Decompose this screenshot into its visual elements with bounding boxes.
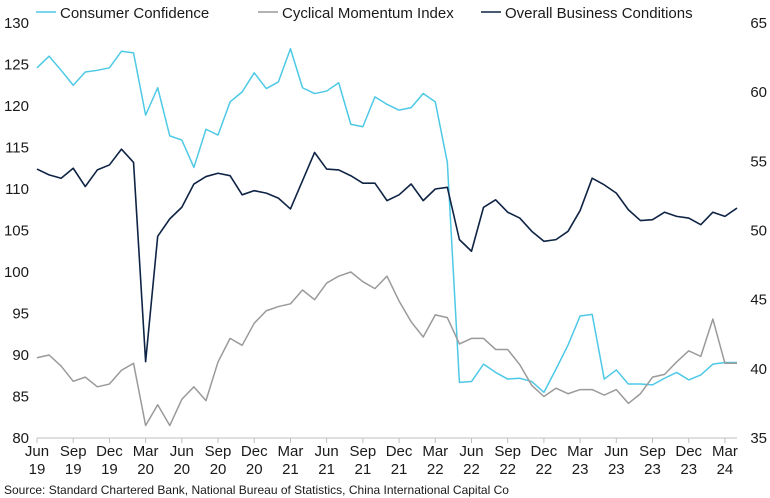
chart-legend: Consumer Confidence Cyclical Momentum Ind… <box>36 5 693 22</box>
x-tick-month: Mar <box>278 443 304 460</box>
x-tick-year: 19 <box>101 461 118 478</box>
x-tick-year: 23 <box>572 461 589 478</box>
x-tick-month: Mar <box>567 443 593 460</box>
right-y-axis: 35 40 45 50 55 60 65 <box>750 15 767 447</box>
x-tick-month: Jun <box>170 443 194 460</box>
x-tick-year: 22 <box>463 461 480 478</box>
left-y-tick-label: 120 <box>4 98 29 115</box>
x-tick-year: 23 <box>608 461 625 478</box>
x-tick-year: 22 <box>536 461 553 478</box>
x-tick-month: Dec <box>241 443 268 460</box>
x-tick-month: Sep <box>350 443 377 460</box>
x-tick-year: 21 <box>318 461 335 478</box>
right-y-tick-label: 35 <box>750 430 767 447</box>
legend-label-consumer-confidence: Consumer Confidence <box>60 5 209 22</box>
x-tick-month: Jun <box>25 443 49 460</box>
left-y-tick-label: 105 <box>4 223 29 240</box>
x-tick-month: Dec <box>386 443 413 460</box>
right-y-tick-label: 50 <box>750 223 767 240</box>
x-tick-month: Mar <box>712 443 738 460</box>
x-tick-year: 21 <box>282 461 299 478</box>
legend-label-overall-business-conditions: Overall Business Conditions <box>505 5 693 22</box>
x-tick-year: 19 <box>29 461 46 478</box>
left-y-tick-label: 95 <box>12 306 29 323</box>
right-y-tick-label: 40 <box>750 361 767 378</box>
x-tick-month: Jun <box>315 443 339 460</box>
x-tick-month: Dec <box>531 443 558 460</box>
series-layer <box>36 47 738 427</box>
left-y-tick-label: 115 <box>5 140 29 157</box>
left-y-axis: 80 85 90 95 100 105 110 115 120 125 130 <box>4 15 29 447</box>
left-y-tick-label: 100 <box>4 264 29 281</box>
left-y-tick-label: 85 <box>12 389 29 406</box>
x-tick-month: Mar <box>422 443 448 460</box>
x-tick-month: Sep <box>205 443 232 460</box>
x-tick-year: 20 <box>246 461 263 478</box>
x-tick-year: 20 <box>173 461 190 478</box>
source-note: Source: Standard Chartered Bank, Nationa… <box>4 483 509 497</box>
x-tick-month: Dec <box>96 443 123 460</box>
x-tick-month: Sep <box>639 443 666 460</box>
right-y-tick-label: 60 <box>750 84 767 101</box>
legend-label-cyclical-momentum-index: Cyclical Momentum Index <box>282 5 454 22</box>
left-y-tick-label: 130 <box>4 15 29 32</box>
x-tick-year: 20 <box>210 461 227 478</box>
x-tick-month: Mar <box>133 443 159 460</box>
x-tick-month: Jun <box>604 443 628 460</box>
x-tick-month: Sep <box>494 443 521 460</box>
right-y-tick-label: 45 <box>750 292 767 309</box>
x-tick-month: Jun <box>459 443 483 460</box>
x-axis: Jun19Sep19Dec19Mar20Jun20Sep20Dec20Mar21… <box>25 438 738 478</box>
series-line-cyclical-momentum-index <box>36 271 737 427</box>
series-line-consumer-confidence <box>36 47 737 394</box>
series-line-overall-business-conditions <box>36 148 738 363</box>
x-tick-year: 22 <box>499 461 516 478</box>
plot-area <box>36 47 738 439</box>
x-tick-year: 21 <box>391 461 408 478</box>
x-tick-year: 19 <box>65 461 82 478</box>
left-y-tick-label: 125 <box>4 57 29 74</box>
x-tick-year: 21 <box>355 461 372 478</box>
x-tick-year: 24 <box>717 461 734 478</box>
left-y-tick-label: 80 <box>12 430 29 447</box>
x-tick-month: Dec <box>675 443 702 460</box>
right-y-tick-label: 65 <box>750 15 767 32</box>
left-y-tick-label: 110 <box>5 181 29 198</box>
left-y-tick-label: 90 <box>12 347 29 364</box>
x-tick-month: Sep <box>60 443 87 460</box>
x-tick-year: 22 <box>427 461 444 478</box>
x-tick-year: 23 <box>680 461 697 478</box>
x-tick-year: 23 <box>644 461 661 478</box>
right-y-tick-label: 55 <box>750 153 767 170</box>
x-tick-year: 20 <box>137 461 154 478</box>
